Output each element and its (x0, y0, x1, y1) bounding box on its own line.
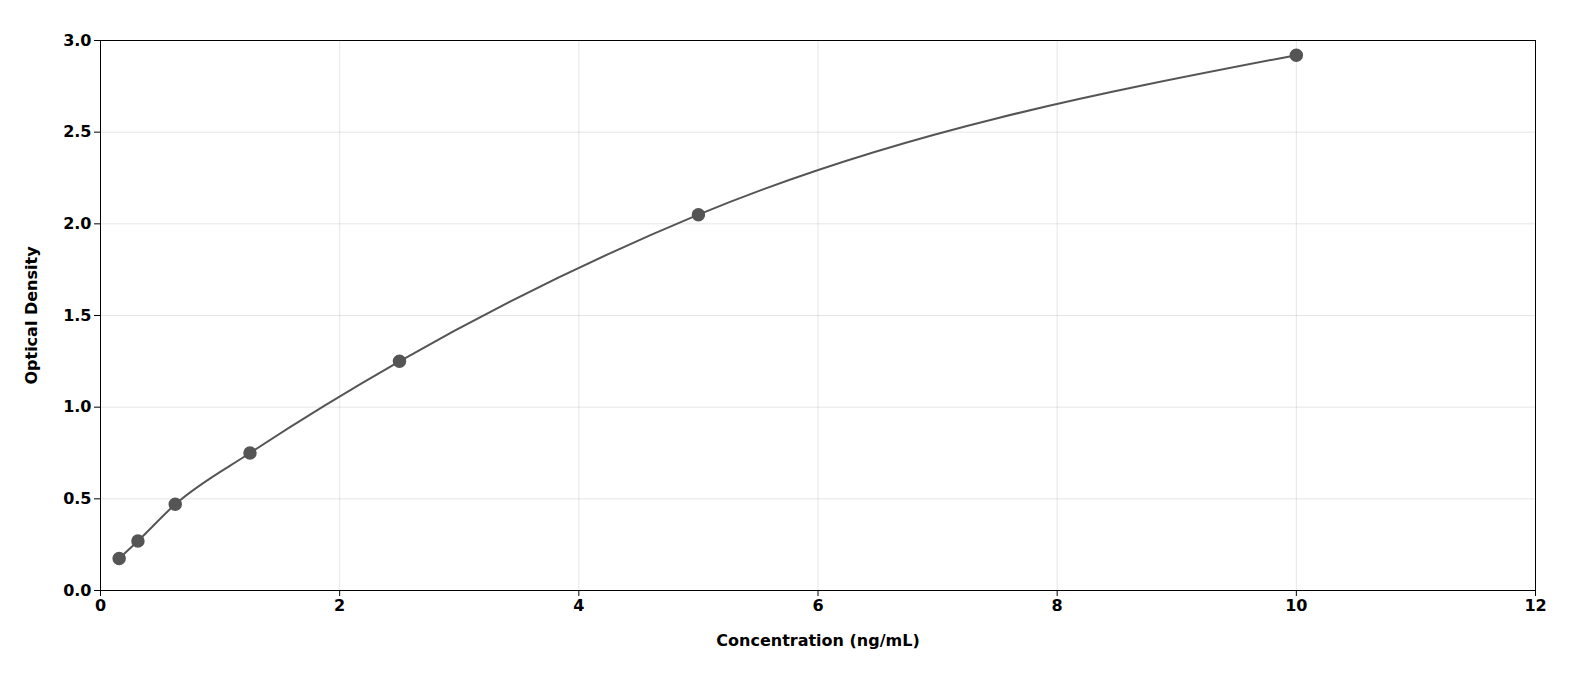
svg-text:2: 2 (334, 596, 345, 615)
svg-text:0.5: 0.5 (63, 489, 91, 508)
svg-text:3.0: 3.0 (63, 31, 91, 50)
svg-text:Concentration (ng/mL): Concentration (ng/mL) (716, 631, 919, 650)
svg-text:0.0: 0.0 (63, 581, 91, 600)
svg-text:2.0: 2.0 (63, 214, 91, 233)
svg-text:12: 12 (1524, 596, 1546, 615)
svg-text:0: 0 (95, 596, 106, 615)
svg-text:1.5: 1.5 (63, 306, 91, 325)
svg-text:1.0: 1.0 (63, 397, 91, 416)
svg-text:Optical Density: Optical Density (22, 246, 41, 385)
svg-text:8: 8 (1052, 596, 1063, 615)
svg-text:6: 6 (812, 596, 823, 615)
svg-text:10: 10 (1285, 596, 1307, 615)
svg-text:2.5: 2.5 (63, 122, 91, 141)
svg-text:4: 4 (573, 596, 584, 615)
